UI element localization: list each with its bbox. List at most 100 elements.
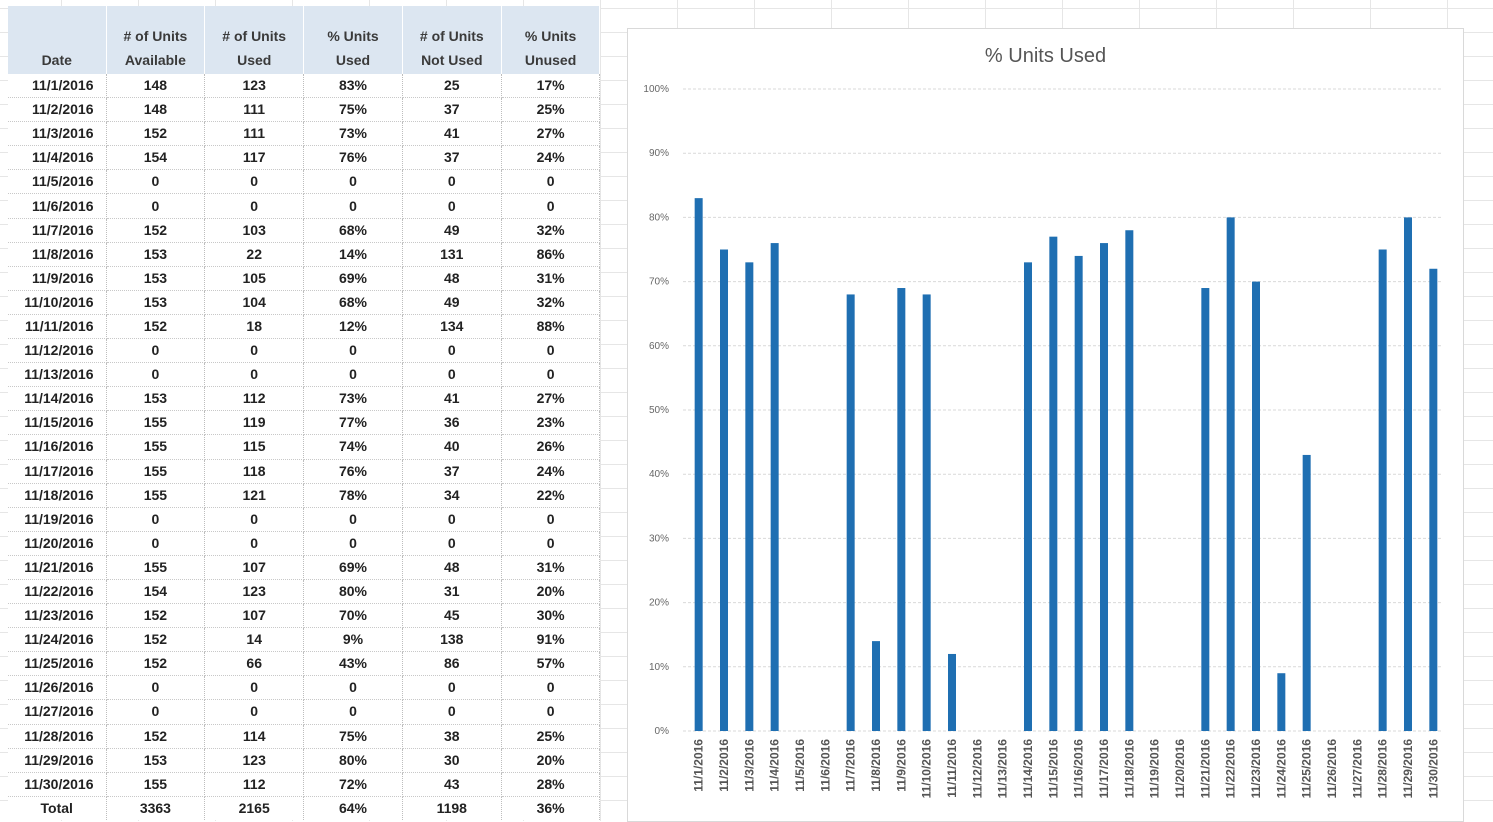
- value-cell[interactable]: 80%: [303, 579, 403, 605]
- value-cell[interactable]: 75%: [303, 724, 403, 749]
- value-cell[interactable]: 0: [501, 362, 601, 388]
- date-cell[interactable]: 11/20/2016: [8, 531, 107, 556]
- value-cell[interactable]: 111: [204, 97, 305, 123]
- value-cell[interactable]: 114: [204, 724, 305, 749]
- value-cell[interactable]: 0: [402, 507, 502, 532]
- value-cell[interactable]: 17%: [501, 74, 601, 99]
- value-cell[interactable]: 152: [106, 218, 206, 243]
- value-cell[interactable]: 0: [106, 675, 206, 701]
- value-cell[interactable]: 0: [402, 338, 502, 364]
- bar[interactable]: [1201, 288, 1210, 731]
- value-cell[interactable]: 115: [204, 434, 305, 460]
- value-cell[interactable]: 0: [204, 675, 305, 701]
- total-value[interactable]: 64%: [303, 796, 403, 820]
- value-cell[interactable]: 41: [402, 121, 502, 147]
- value-cell[interactable]: 0: [204, 531, 305, 556]
- value-cell[interactable]: 38: [402, 724, 502, 749]
- date-cell[interactable]: 11/26/2016: [8, 675, 107, 701]
- value-cell[interactable]: 112: [204, 386, 305, 412]
- bar[interactable]: [770, 243, 779, 731]
- value-cell[interactable]: 155: [106, 483, 206, 508]
- value-cell[interactable]: 119: [204, 410, 305, 436]
- value-cell[interactable]: 117: [204, 145, 305, 171]
- value-cell[interactable]: 152: [106, 314, 206, 340]
- value-cell[interactable]: 14%: [303, 242, 403, 267]
- value-cell[interactable]: 0: [303, 507, 403, 532]
- value-cell[interactable]: 0: [106, 531, 206, 556]
- value-cell[interactable]: 31: [402, 579, 502, 605]
- value-cell[interactable]: 0: [106, 507, 206, 532]
- bar[interactable]: [1252, 281, 1260, 731]
- value-cell[interactable]: 40: [402, 434, 502, 460]
- value-cell[interactable]: 74%: [303, 434, 403, 460]
- value-cell[interactable]: 88%: [501, 314, 601, 340]
- value-cell[interactable]: 155: [106, 459, 206, 484]
- chart-area[interactable]: % Units Used 0% 10% 20% 30% 40% 50% 60% 70% 80% 9…: [627, 28, 1464, 822]
- value-cell[interactable]: 154: [106, 579, 206, 605]
- value-cell[interactable]: 73%: [303, 386, 403, 412]
- value-cell[interactable]: 9%: [303, 627, 403, 653]
- bar[interactable]: [922, 294, 931, 731]
- total-value[interactable]: 3363: [106, 796, 206, 820]
- date-cell[interactable]: 11/4/2016: [8, 145, 107, 171]
- value-cell[interactable]: 49: [402, 290, 502, 315]
- date-cell[interactable]: 11/28/2016: [8, 724, 107, 749]
- value-cell[interactable]: 0: [106, 193, 206, 219]
- date-cell[interactable]: 11/14/2016: [8, 386, 107, 412]
- value-cell[interactable]: 0: [106, 362, 206, 388]
- bar[interactable]: [872, 641, 880, 731]
- value-cell[interactable]: 0: [402, 169, 502, 195]
- date-cell[interactable]: 11/5/2016: [8, 169, 107, 195]
- value-cell[interactable]: 25%: [501, 97, 601, 123]
- date-cell[interactable]: 11/12/2016: [8, 338, 107, 364]
- value-cell[interactable]: 152: [106, 724, 206, 749]
- date-cell[interactable]: 11/25/2016: [8, 651, 107, 677]
- value-cell[interactable]: 121: [204, 483, 305, 508]
- bar[interactable]: [720, 249, 728, 732]
- bar[interactable]: [1378, 249, 1387, 732]
- value-cell[interactable]: 32%: [501, 218, 601, 243]
- date-cell[interactable]: 11/15/2016: [8, 410, 107, 436]
- value-cell[interactable]: 0: [106, 699, 206, 725]
- value-cell[interactable]: 152: [106, 627, 206, 653]
- value-cell[interactable]: 118: [204, 459, 305, 484]
- value-cell[interactable]: 24%: [501, 459, 601, 484]
- value-cell[interactable]: 68%: [303, 218, 403, 243]
- value-cell[interactable]: 86: [402, 651, 502, 677]
- value-cell[interactable]: 0: [204, 507, 305, 532]
- date-cell[interactable]: 11/22/2016: [8, 579, 107, 605]
- bar[interactable]: [948, 653, 956, 731]
- bar[interactable]: [1024, 262, 1032, 731]
- value-cell[interactable]: 73%: [303, 121, 403, 147]
- value-cell[interactable]: 153: [106, 266, 206, 291]
- bar[interactable]: [1125, 230, 1134, 732]
- date-cell[interactable]: 11/7/2016: [8, 218, 107, 243]
- value-cell[interactable]: 27%: [501, 386, 601, 412]
- value-cell[interactable]: 91%: [501, 627, 601, 653]
- value-cell[interactable]: 138: [402, 627, 502, 653]
- value-cell[interactable]: 69%: [303, 266, 403, 291]
- value-cell[interactable]: 20%: [501, 579, 601, 605]
- value-cell[interactable]: 104: [204, 290, 305, 315]
- value-cell[interactable]: 153: [106, 290, 206, 315]
- value-cell[interactable]: 80%: [303, 748, 403, 773]
- value-cell[interactable]: 0: [303, 362, 403, 388]
- value-cell[interactable]: 0: [106, 338, 206, 364]
- value-cell[interactable]: 152: [106, 651, 206, 677]
- value-cell[interactable]: 48: [402, 555, 502, 580]
- value-cell[interactable]: 77%: [303, 410, 403, 436]
- value-cell[interactable]: 155: [106, 410, 206, 436]
- value-cell[interactable]: 26%: [501, 434, 601, 460]
- value-cell[interactable]: 43: [402, 772, 502, 797]
- value-cell[interactable]: 31%: [501, 266, 601, 291]
- value-cell[interactable]: 123: [204, 748, 305, 773]
- value-cell[interactable]: 154: [106, 145, 206, 171]
- value-cell[interactable]: 66: [204, 651, 305, 677]
- value-cell[interactable]: 0: [204, 193, 305, 219]
- value-cell[interactable]: 24%: [501, 145, 601, 171]
- value-cell[interactable]: 30: [402, 748, 502, 773]
- value-cell[interactable]: 0: [106, 169, 206, 195]
- date-cell[interactable]: 11/19/2016: [8, 507, 107, 532]
- total-label[interactable]: Total: [8, 796, 107, 820]
- value-cell[interactable]: 0: [501, 169, 601, 195]
